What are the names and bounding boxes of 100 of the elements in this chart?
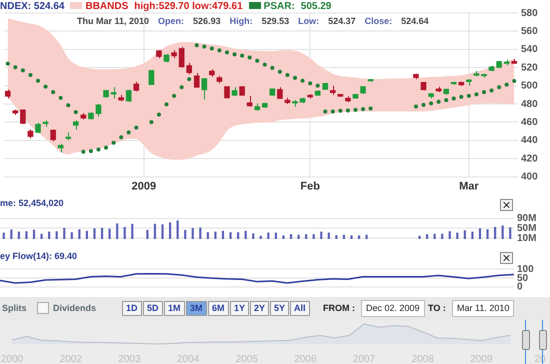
bar — [124, 226, 126, 239]
annotation: 524.64 — [401, 16, 429, 26]
candlestick — [4, 88, 11, 100]
text: 5Y — [270, 301, 290, 316]
y-tick-label: 100 — [517, 264, 534, 275]
text: 2Y — [250, 301, 270, 316]
bar — [237, 232, 240, 239]
candlestick — [224, 86, 230, 100]
bar — [70, 232, 73, 239]
bar — [56, 231, 58, 239]
chart-title: me: 52,454,020 — [0, 198, 64, 208]
bar — [448, 231, 451, 239]
bar — [93, 228, 96, 239]
bar — [260, 236, 262, 239]
bar — [267, 232, 270, 239]
bar — [78, 229, 80, 239]
annotation: Close: — [364, 16, 392, 26]
candlestick — [72, 120, 79, 130]
bar — [116, 223, 118, 239]
bar — [199, 228, 202, 239]
text: 3M — [186, 301, 207, 316]
bar — [305, 234, 308, 239]
bar — [206, 232, 209, 239]
candlestick — [186, 62, 192, 75]
text: high:529.70 low:479.61 — [134, 0, 243, 12]
bar — [154, 224, 156, 239]
candlestick — [178, 46, 184, 68]
bar — [509, 227, 512, 239]
bar — [320, 232, 322, 239]
bar — [161, 224, 164, 239]
y-tick-label: 540 — [521, 44, 538, 56]
bar — [131, 224, 134, 239]
bar — [192, 228, 194, 239]
bar — [486, 229, 489, 239]
bar — [335, 235, 338, 239]
candlestick — [110, 86, 116, 100]
x-tick-label: 2009 — [132, 180, 156, 192]
text: FROM : — [323, 303, 355, 313]
bar — [10, 229, 12, 239]
y-tick-label: 50M — [517, 222, 536, 234]
bar — [86, 230, 88, 239]
bar — [48, 232, 50, 239]
bar — [478, 228, 482, 239]
bar — [244, 230, 247, 239]
text: Splits — [2, 303, 27, 313]
bar — [471, 232, 474, 239]
bar — [441, 234, 444, 239]
bar — [290, 234, 292, 239]
text: 1Y — [230, 301, 250, 316]
y-tick-label: 50 — [517, 272, 529, 284]
annotation: Open: — [158, 16, 184, 26]
text: All — [290, 301, 310, 316]
bar — [214, 232, 217, 239]
bar — [100, 228, 104, 239]
candlestick — [239, 86, 245, 96]
bar — [494, 226, 496, 239]
annotation: Thu Mar 11, 2010 — [77, 16, 150, 26]
bar — [456, 232, 458, 239]
legend-label: BBANDS — [85, 0, 128, 12]
bar — [18, 232, 20, 239]
bar — [176, 220, 179, 239]
bar — [274, 232, 277, 239]
candlestick — [133, 81, 140, 92]
bar — [32, 230, 36, 239]
candlestick — [50, 128, 56, 142]
y-tick-label: 400 — [521, 172, 538, 183]
text: Dec 02. 2009 — [361, 300, 425, 317]
candlestick — [277, 86, 283, 100]
y-tick-label: 480 — [521, 98, 538, 110]
y-tick-label: 90M — [517, 213, 536, 224]
bar — [229, 232, 232, 239]
y-tick-label: 420 — [521, 153, 538, 164]
candlestick — [35, 122, 41, 134]
candlestick — [126, 89, 132, 103]
y-tick-label: 500 — [521, 80, 538, 92]
bar — [222, 230, 224, 239]
candlestick — [148, 70, 154, 86]
x-tick-label: Mar — [459, 180, 480, 192]
chart-title: ey Flow(14): 69.40 — [0, 251, 78, 261]
y-tick-label: 10M — [517, 232, 536, 244]
bar — [502, 226, 504, 239]
legend-label: PSAR: — [264, 0, 295, 12]
bar — [184, 230, 186, 239]
y-tick-label: 460 — [521, 116, 538, 128]
bar — [168, 222, 172, 239]
annotation: 529.53 — [262, 16, 290, 26]
y-tick-label: 520 — [521, 62, 538, 74]
y-tick-label: 440 — [521, 135, 538, 146]
y-tick-label: 0 — [517, 282, 523, 293]
text: TO : — [428, 303, 446, 313]
annotation: High: — [230, 16, 253, 26]
bar — [146, 230, 148, 239]
annotation: 526.93 — [193, 16, 221, 26]
bar — [426, 234, 428, 239]
bar — [63, 228, 66, 239]
y-tick-label: 580 — [521, 8, 538, 19]
candlestick — [201, 78, 208, 100]
candlestick — [194, 72, 200, 88]
bar — [328, 232, 330, 239]
text: 1M — [164, 301, 185, 316]
